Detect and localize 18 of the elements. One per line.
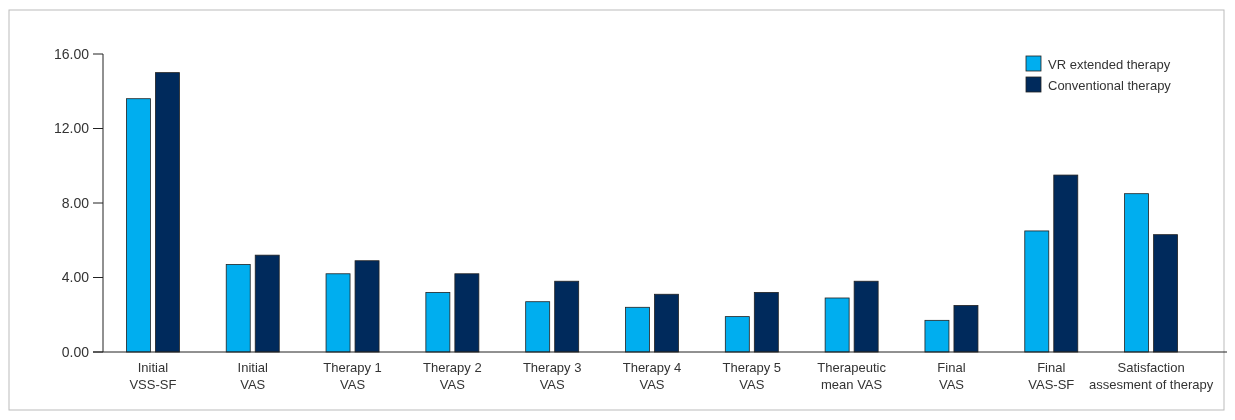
legend-label: VR extended therapy xyxy=(1048,56,1171,72)
y-tick-label: 12.00 xyxy=(53,120,90,137)
legend-label: Conventional therapy xyxy=(1048,77,1172,93)
x-tick-label: Initial VSS-SF xyxy=(129,360,177,392)
x-tick-label: Final VAS xyxy=(937,360,966,392)
x-tick-label: Therapy 2 VAS xyxy=(423,360,482,392)
x-tick-label: Final VAS-SF xyxy=(1028,360,1075,392)
x-tick-label: Therapeutic mean VAS xyxy=(817,360,887,392)
x-tick-label: Therapy 5 VAS xyxy=(722,360,782,392)
x-tick-label: Satisfaction assesment of therapy xyxy=(1088,360,1214,392)
y-tick-label: 8.00 xyxy=(61,194,90,211)
x-tick-label: Therapy 1 VAS xyxy=(323,360,382,392)
x-tick-label: Therapy 3 VAS xyxy=(522,360,582,392)
y-tick-label: 4.00 xyxy=(61,269,90,286)
y-tick-label: 0.00 xyxy=(61,343,90,360)
y-tick-label: 16.00 xyxy=(53,45,90,62)
x-tick-label: Therapy 4 VAS xyxy=(622,360,682,392)
x-tick-label: Initial VAS xyxy=(237,360,269,392)
